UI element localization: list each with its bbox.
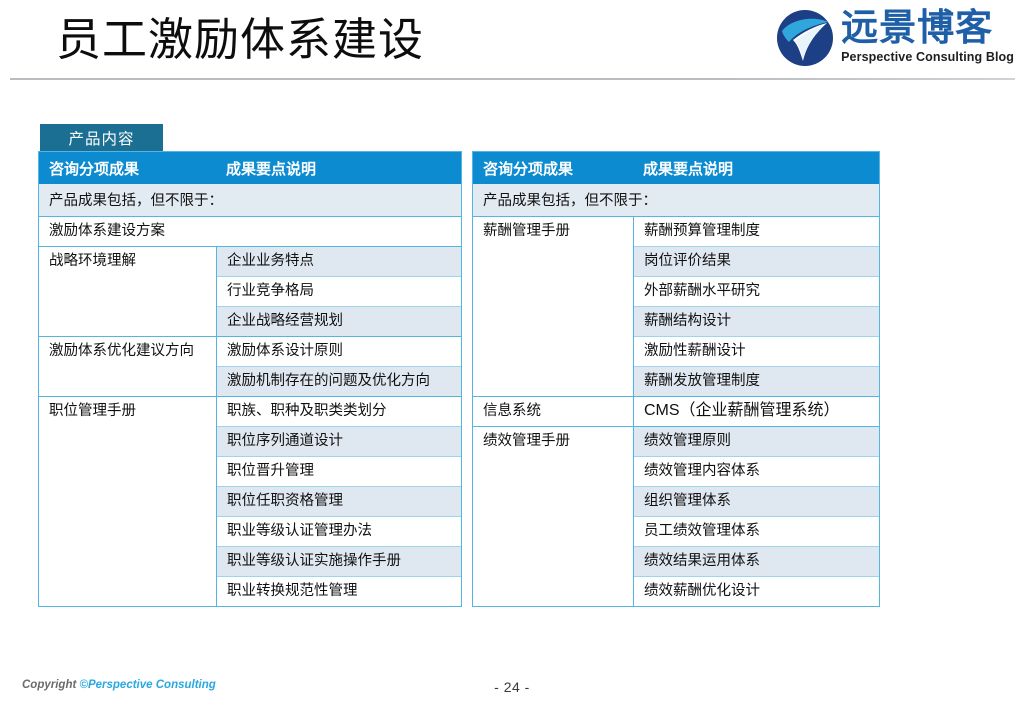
logo-text-wrap: 远景博客 Perspective Consulting Blog <box>841 6 1014 65</box>
group-items: 企业业务特点 行业竞争格局 企业战略经营规划 <box>216 247 461 336</box>
group-label: 薪酬管理手册 <box>473 217 633 396</box>
results-table-left: 咨询分项成果 成果要点说明 产品成果包括，但不限于： 激励体系建设方案 战略环境… <box>38 151 462 607</box>
list-item: 激励性薪酬设计 <box>634 337 879 367</box>
column-header-deliverable: 咨询分项成果 <box>483 160 574 178</box>
list-item: 岗位评价结果 <box>634 247 879 277</box>
list-item: 职业等级认证实施操作手册 <box>217 547 461 577</box>
page-title: 员工激励体系建设 <box>56 14 425 65</box>
group-label: 战略环境理解 <box>39 247 216 336</box>
logo-title-en: Perspective Consulting Blog <box>841 50 1014 64</box>
list-item: 绩效管理内容体系 <box>634 457 879 487</box>
list-item: 激励体系设计原则 <box>217 337 461 367</box>
list-item: 职业转换规范性管理 <box>217 577 461 606</box>
group-items: CMS（企业薪酬管理系统） <box>633 397 879 426</box>
column-header-deliverable: 咨询分项成果 <box>49 160 140 178</box>
table-row: 激励体系建设方案 <box>39 217 461 247</box>
copyright-brand: ©Perspective Consulting <box>79 679 216 691</box>
group-label: 信息系统 <box>473 397 633 426</box>
list-item: 企业业务特点 <box>217 247 461 277</box>
group-items: 激励体系设计原则 激励机制存在的问题及优化方向 <box>216 337 461 396</box>
table-group: 绩效管理手册 绩效管理原则 绩效管理内容体系 组织管理体系 员工绩效管理体系 绩… <box>473 427 879 606</box>
group-items: 绩效管理原则 绩效管理内容体系 组织管理体系 员工绩效管理体系 绩效结果运用体系… <box>633 427 879 606</box>
list-item: 职族、职种及职类类划分 <box>217 397 461 427</box>
list-item: 绩效管理原则 <box>634 427 879 457</box>
table-group: 职位管理手册 职族、职种及职类类划分 职位序列通道设计 职位晋升管理 职位任职资… <box>39 397 461 606</box>
list-item: 外部薪酬水平研究 <box>634 277 879 307</box>
swoosh-logo-icon <box>777 10 834 66</box>
table-group: 薪酬管理手册 薪酬预算管理制度 岗位评价结果 外部薪酬水平研究 薪酬结构设计 激… <box>473 217 879 397</box>
group-items: 职族、职种及职类类划分 职位序列通道设计 职位晋升管理 职位任职资格管理 职业等… <box>216 397 461 606</box>
group-items: 薪酬预算管理制度 岗位评价结果 外部薪酬水平研究 薪酬结构设计 激励性薪酬设计 … <box>633 217 879 396</box>
list-item: 员工绩效管理体系 <box>634 517 879 547</box>
group-label: 激励体系优化建议方向 <box>39 337 216 396</box>
list-item: 职位任职资格管理 <box>217 487 461 517</box>
results-table-right: 咨询分项成果 成果要点说明 产品成果包括，但不限于： 薪酬管理手册 薪酬预算管理… <box>472 151 880 607</box>
table-group: 激励体系优化建议方向 激励体系设计原则 激励机制存在的问题及优化方向 <box>39 337 461 397</box>
logo-title-cn: 远景博客 <box>841 6 994 49</box>
list-item: 行业竞争格局 <box>217 277 461 307</box>
list-item: 企业战略经营规划 <box>217 307 461 336</box>
group-label: 职位管理手册 <box>39 397 216 606</box>
list-item: 激励机制存在的问题及优化方向 <box>217 367 461 396</box>
list-item: 绩效结果运用体系 <box>634 547 879 577</box>
table-group: 信息系统 CMS（企业薪酬管理系统） <box>473 397 879 427</box>
list-item: 职业等级认证管理办法 <box>217 517 461 547</box>
list-item: 职位晋升管理 <box>217 457 461 487</box>
table-note: 产品成果包括，但不限于： <box>39 184 461 217</box>
list-item: 职位序列通道设计 <box>217 427 461 457</box>
page-number: - 24 - <box>494 679 530 695</box>
table-header-row: 咨询分项成果 成果要点说明 <box>39 152 461 184</box>
list-item: 绩效薪酬优化设计 <box>634 577 879 606</box>
header-divider <box>10 78 1015 80</box>
group-label: 绩效管理手册 <box>473 427 633 606</box>
brand-logo: 远景博客 Perspective Consulting Blog <box>776 8 1014 72</box>
section-tab-label: 产品内容 <box>68 130 135 148</box>
table-group: 战略环境理解 企业业务特点 行业竞争格局 企业战略经营规划 <box>39 247 461 337</box>
column-header-description: 成果要点说明 <box>643 160 734 178</box>
table-header-row: 咨询分项成果 成果要点说明 <box>473 152 879 184</box>
table-note: 产品成果包括，但不限于： <box>473 184 879 217</box>
slide-header: 员工激励体系建设 远景博客 Perspective Consulting Blo… <box>0 0 1024 80</box>
list-item: 薪酬预算管理制度 <box>634 217 879 247</box>
list-item: CMS（企业薪酬管理系统） <box>634 397 879 424</box>
copyright-word: Copyright <box>22 679 80 691</box>
list-item: 薪酬发放管理制度 <box>634 367 879 396</box>
footer-copyright: Copyright ©Perspective Consulting <box>22 679 216 691</box>
column-header-description: 成果要点说明 <box>226 160 317 178</box>
section-tab-product-content[interactable]: 产品内容 <box>40 124 163 151</box>
list-item: 组织管理体系 <box>634 487 879 517</box>
list-item: 薪酬结构设计 <box>634 307 879 337</box>
